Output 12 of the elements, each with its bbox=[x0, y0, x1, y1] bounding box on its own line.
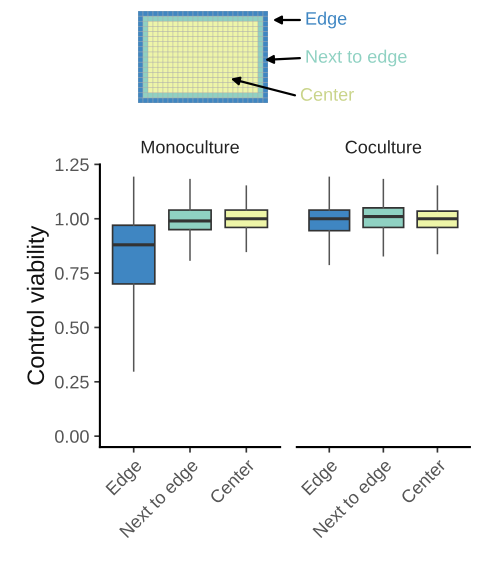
y-tick-label: 0.25 bbox=[55, 376, 89, 389]
chart-title: Coculture bbox=[346, 140, 422, 154]
text: Edge bbox=[306, 12, 346, 28]
y-tick-label: 0.00 bbox=[55, 430, 89, 443]
chart-title: Monoculture bbox=[142, 140, 239, 154]
y-tick-label: 0.50 bbox=[55, 321, 89, 334]
y-tick-label: 1.00 bbox=[56, 212, 89, 226]
text: Center bbox=[300, 88, 354, 101]
y-axis-title: Control viability bbox=[26, 226, 49, 385]
y-tick-label: 1.25 bbox=[56, 158, 89, 172]
text: Next to edge bbox=[306, 50, 407, 66]
y-tick-label: 0.75 bbox=[55, 267, 89, 280]
